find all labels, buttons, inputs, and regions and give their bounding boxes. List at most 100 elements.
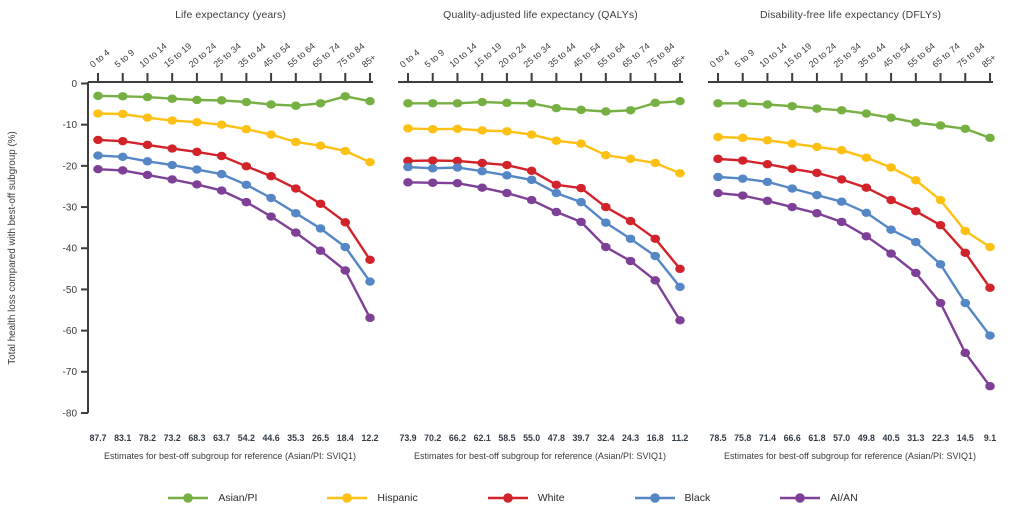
data-point-white [192, 147, 202, 157]
data-point-black [452, 163, 463, 172]
data-point-hispanic [911, 176, 921, 185]
data-point-asian-pi [675, 97, 685, 106]
data-point-black [911, 237, 921, 247]
reference-value: 62.1 [474, 433, 491, 443]
data-point-hispanic [576, 139, 586, 148]
data-point-asian-pi [117, 92, 128, 101]
reference-value: 22.3 [932, 433, 949, 443]
reference-value: 44.6 [263, 433, 280, 443]
data-point-black [117, 152, 128, 162]
data-point-hispanic [836, 146, 847, 155]
legend-marker-black [634, 493, 675, 503]
data-point-asian-pi [192, 95, 202, 105]
data-point-asian-pi [551, 104, 562, 113]
data-point-white [650, 234, 661, 243]
data-point-black [427, 164, 438, 173]
data-point-asian-pi [861, 109, 872, 118]
data-point-asian-pi [713, 99, 723, 108]
data-point-white [403, 156, 413, 166]
data-point-black [340, 242, 351, 252]
y-tick-label: -20 [63, 161, 78, 172]
data-point-asian-pi [266, 100, 276, 109]
data-point-black [526, 175, 537, 185]
data-point-black [601, 218, 611, 227]
data-point-white [861, 183, 872, 192]
legend-marker-hispanic [327, 493, 368, 503]
data-point-hispanic [551, 136, 562, 145]
legend-marker-white [487, 493, 528, 503]
data-point-ai-an [601, 242, 611, 252]
data-point-asian-pi [935, 121, 946, 130]
data-point-asian-pi [167, 94, 177, 103]
reference-value: 26.5 [312, 433, 329, 443]
reference-value: 35.3 [287, 433, 304, 443]
reference-value: 32.4 [597, 433, 614, 443]
data-point-black [477, 167, 487, 176]
y-tick-label: -50 [63, 285, 78, 296]
data-point-ai-an [886, 249, 896, 258]
data-point-ai-an [192, 180, 202, 189]
data-point-white [315, 199, 326, 208]
reference-value: 16.8 [647, 433, 664, 443]
reference-value: 73.2 [164, 433, 181, 443]
data-point-hispanic [93, 109, 103, 118]
data-point-ai-an [935, 298, 946, 308]
data-point-white [551, 180, 562, 190]
reference-value: 58.5 [498, 433, 515, 443]
age-tick-label: 85+ [670, 52, 688, 69]
data-point-asian-pi [315, 99, 326, 108]
data-point-ai-an [650, 276, 661, 285]
reference-value: 71.4 [759, 433, 776, 443]
data-point-asian-pi [836, 106, 847, 115]
data-point-ai-an [291, 228, 301, 237]
data-point-white [935, 220, 946, 230]
data-point-ai-an [241, 197, 252, 207]
legend-label: Black [684, 492, 711, 504]
data-point-asian-pi [650, 98, 661, 108]
reference-value: 49.8 [858, 433, 875, 443]
data-point-hispanic [477, 126, 487, 135]
reference-value: 31.3 [907, 433, 924, 443]
data-point-white [737, 156, 748, 165]
data-point-ai-an [117, 166, 128, 175]
data-point-white [477, 158, 487, 168]
reference-value: 18.4 [337, 433, 354, 443]
data-point-hispanic [427, 125, 438, 134]
data-point-hispanic [713, 132, 723, 142]
data-point-white [340, 218, 351, 227]
data-point-black [737, 174, 748, 183]
reference-value: 9.1 [984, 433, 996, 443]
data-point-asian-pi [960, 124, 971, 134]
data-point-ai-an [365, 313, 375, 323]
legend-label: White [537, 492, 565, 504]
age-tick-label: 5 to 9 [733, 47, 757, 69]
age-tick-label: 5 to 9 [423, 47, 447, 69]
data-point-ai-an [142, 170, 153, 180]
data-point-hispanic [650, 158, 661, 168]
data-point-ai-an [861, 232, 872, 241]
data-point-black [403, 162, 413, 172]
data-point-ai-an [452, 178, 463, 188]
reference-value: 14.5 [957, 433, 974, 443]
reference-value: 63.7 [213, 433, 230, 443]
data-point-black [551, 188, 562, 198]
series-line-hispanic [407, 127, 681, 175]
data-point-white [886, 195, 896, 205]
data-point-white [93, 135, 103, 145]
age-tick-label: 0 to 4 [398, 47, 422, 69]
legend-marker-asian-pi [168, 493, 209, 503]
reference-value: 66.2 [449, 433, 466, 443]
data-point-white [787, 164, 797, 173]
data-point-black [787, 184, 797, 193]
legend-item-hispanic: Hispanic [325, 492, 418, 504]
legend: Asian/PI Hispanic White Black AI/AN [0, 492, 1024, 504]
age-tick-label: 5 to 9 [113, 47, 137, 69]
data-point-asian-pi [403, 99, 413, 108]
y-tick-label: -70 [63, 367, 78, 378]
reference-value: 61.8 [808, 433, 825, 443]
data-point-ai-an [625, 256, 636, 266]
data-point-white [452, 156, 463, 166]
